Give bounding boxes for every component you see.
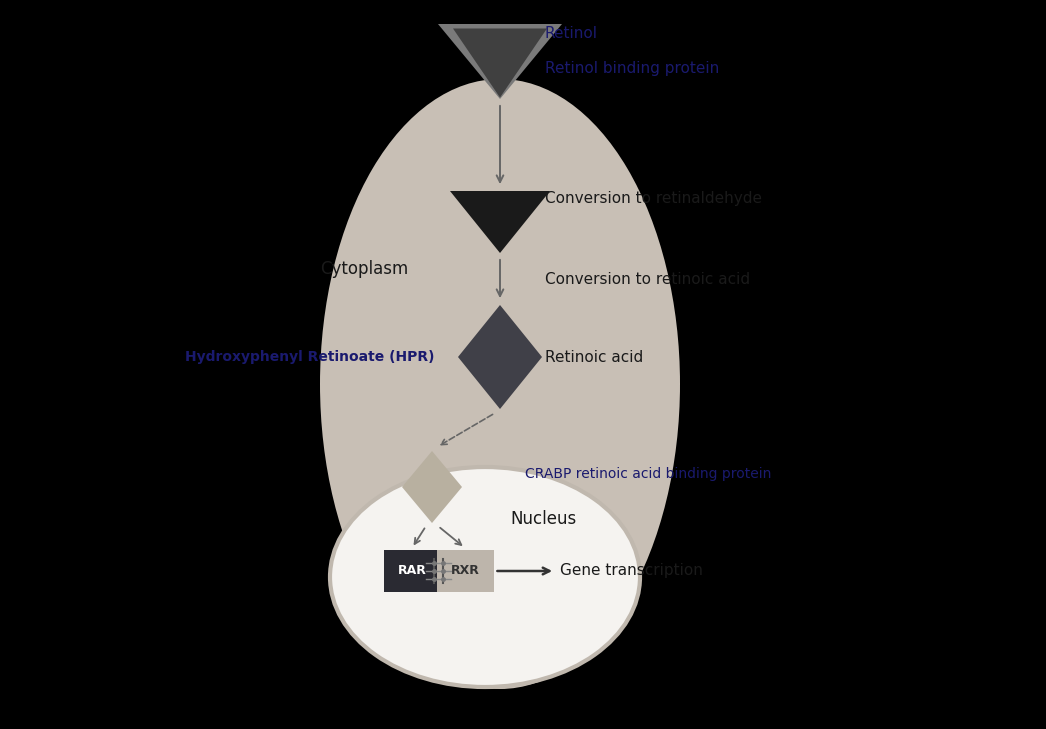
Text: Retinol binding protein: Retinol binding protein [545, 61, 720, 77]
Polygon shape [402, 451, 462, 523]
Text: Hydroxyphenyl Retinoate (HPR): Hydroxyphenyl Retinoate (HPR) [185, 350, 434, 364]
Polygon shape [438, 24, 562, 99]
Text: RAR: RAR [397, 564, 427, 577]
FancyBboxPatch shape [384, 550, 440, 592]
Text: RXR: RXR [451, 564, 479, 577]
Ellipse shape [320, 79, 680, 689]
Text: CRABP retinoic acid binding protein: CRABP retinoic acid binding protein [525, 467, 771, 481]
Text: Conversion to retinaldehyde: Conversion to retinaldehyde [545, 192, 761, 206]
Polygon shape [450, 191, 550, 253]
FancyBboxPatch shape [436, 550, 494, 592]
Polygon shape [453, 28, 547, 98]
Text: Nucleus: Nucleus [510, 510, 576, 528]
Text: Retinol: Retinol [545, 26, 598, 42]
Text: Retinoic acid: Retinoic acid [545, 349, 643, 364]
Text: Gene transcription: Gene transcription [560, 564, 703, 579]
Text: Cytoplasm: Cytoplasm [320, 260, 408, 278]
Polygon shape [458, 305, 542, 409]
Ellipse shape [329, 467, 640, 687]
Text: Conversion to retinoic acid: Conversion to retinoic acid [545, 271, 750, 286]
